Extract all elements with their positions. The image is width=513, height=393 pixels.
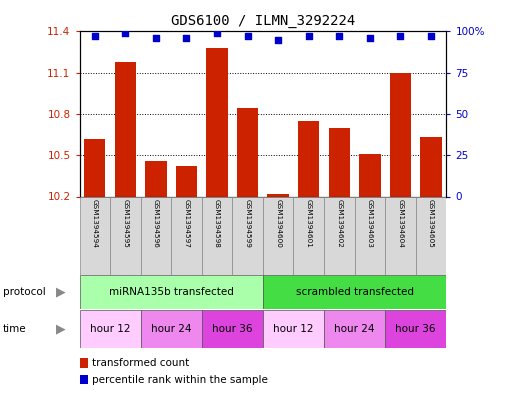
Bar [329,128,350,196]
Text: GSM1394603: GSM1394603 [367,199,373,248]
FancyBboxPatch shape [263,196,293,275]
Bar [359,154,381,196]
FancyBboxPatch shape [202,196,232,275]
Bar [115,62,136,196]
Text: GSM1394595: GSM1394595 [123,199,128,248]
Point [152,35,160,41]
FancyBboxPatch shape [202,310,263,348]
Bar [176,166,197,196]
Text: time: time [3,324,26,334]
Point [305,33,313,40]
FancyBboxPatch shape [110,196,141,275]
Bar [80,375,88,384]
Text: ▶: ▶ [56,323,65,336]
Text: percentile rank within the sample: percentile rank within the sample [92,375,268,385]
Bar [145,161,167,196]
Point [244,33,252,40]
Text: GSM1394598: GSM1394598 [214,199,220,248]
Point [397,33,405,40]
Bar [84,139,106,196]
Bar [298,121,320,196]
Bar [390,73,411,196]
Point [274,37,282,43]
Point [183,35,191,41]
Text: miRNA135b transfected: miRNA135b transfected [109,287,233,297]
FancyBboxPatch shape [324,310,385,348]
FancyBboxPatch shape [80,310,141,348]
Bar [420,137,442,196]
Bar [206,48,228,196]
FancyBboxPatch shape [385,196,416,275]
FancyBboxPatch shape [354,196,385,275]
Point [335,33,343,40]
Text: transformed count: transformed count [92,358,189,368]
Text: GSM1394597: GSM1394597 [184,199,189,248]
Text: hour 36: hour 36 [212,324,252,334]
Text: GSM1394602: GSM1394602 [337,199,342,248]
Text: GSM1394605: GSM1394605 [428,199,434,248]
Point [213,30,221,36]
Bar [237,108,259,196]
Text: hour 24: hour 24 [151,324,191,334]
FancyBboxPatch shape [80,275,263,309]
FancyBboxPatch shape [416,196,446,275]
FancyBboxPatch shape [293,196,324,275]
Point [366,35,374,41]
Text: GSM1394600: GSM1394600 [275,199,281,248]
Text: GSM1394599: GSM1394599 [245,199,251,248]
Point [121,30,129,36]
FancyBboxPatch shape [263,275,446,309]
Text: hour 12: hour 12 [273,324,314,334]
Bar [80,358,88,368]
Text: ▶: ▶ [56,285,65,298]
FancyBboxPatch shape [141,196,171,275]
Text: GSM1394596: GSM1394596 [153,199,159,248]
Text: hour 36: hour 36 [396,324,436,334]
Text: hour 12: hour 12 [90,324,130,334]
FancyBboxPatch shape [232,196,263,275]
FancyBboxPatch shape [80,196,110,275]
FancyBboxPatch shape [263,310,324,348]
Point [427,33,435,40]
FancyBboxPatch shape [385,310,446,348]
Title: GDS6100 / ILMN_3292224: GDS6100 / ILMN_3292224 [171,14,355,28]
Text: protocol: protocol [3,286,45,297]
Text: GSM1394601: GSM1394601 [306,199,312,248]
Text: scrambled transfected: scrambled transfected [295,287,413,297]
Text: hour 24: hour 24 [334,324,375,334]
Text: GSM1394604: GSM1394604 [398,199,403,248]
Point [91,33,99,40]
FancyBboxPatch shape [141,310,202,348]
Bar [267,194,289,196]
FancyBboxPatch shape [171,196,202,275]
FancyBboxPatch shape [324,196,354,275]
Text: GSM1394594: GSM1394594 [92,199,98,248]
